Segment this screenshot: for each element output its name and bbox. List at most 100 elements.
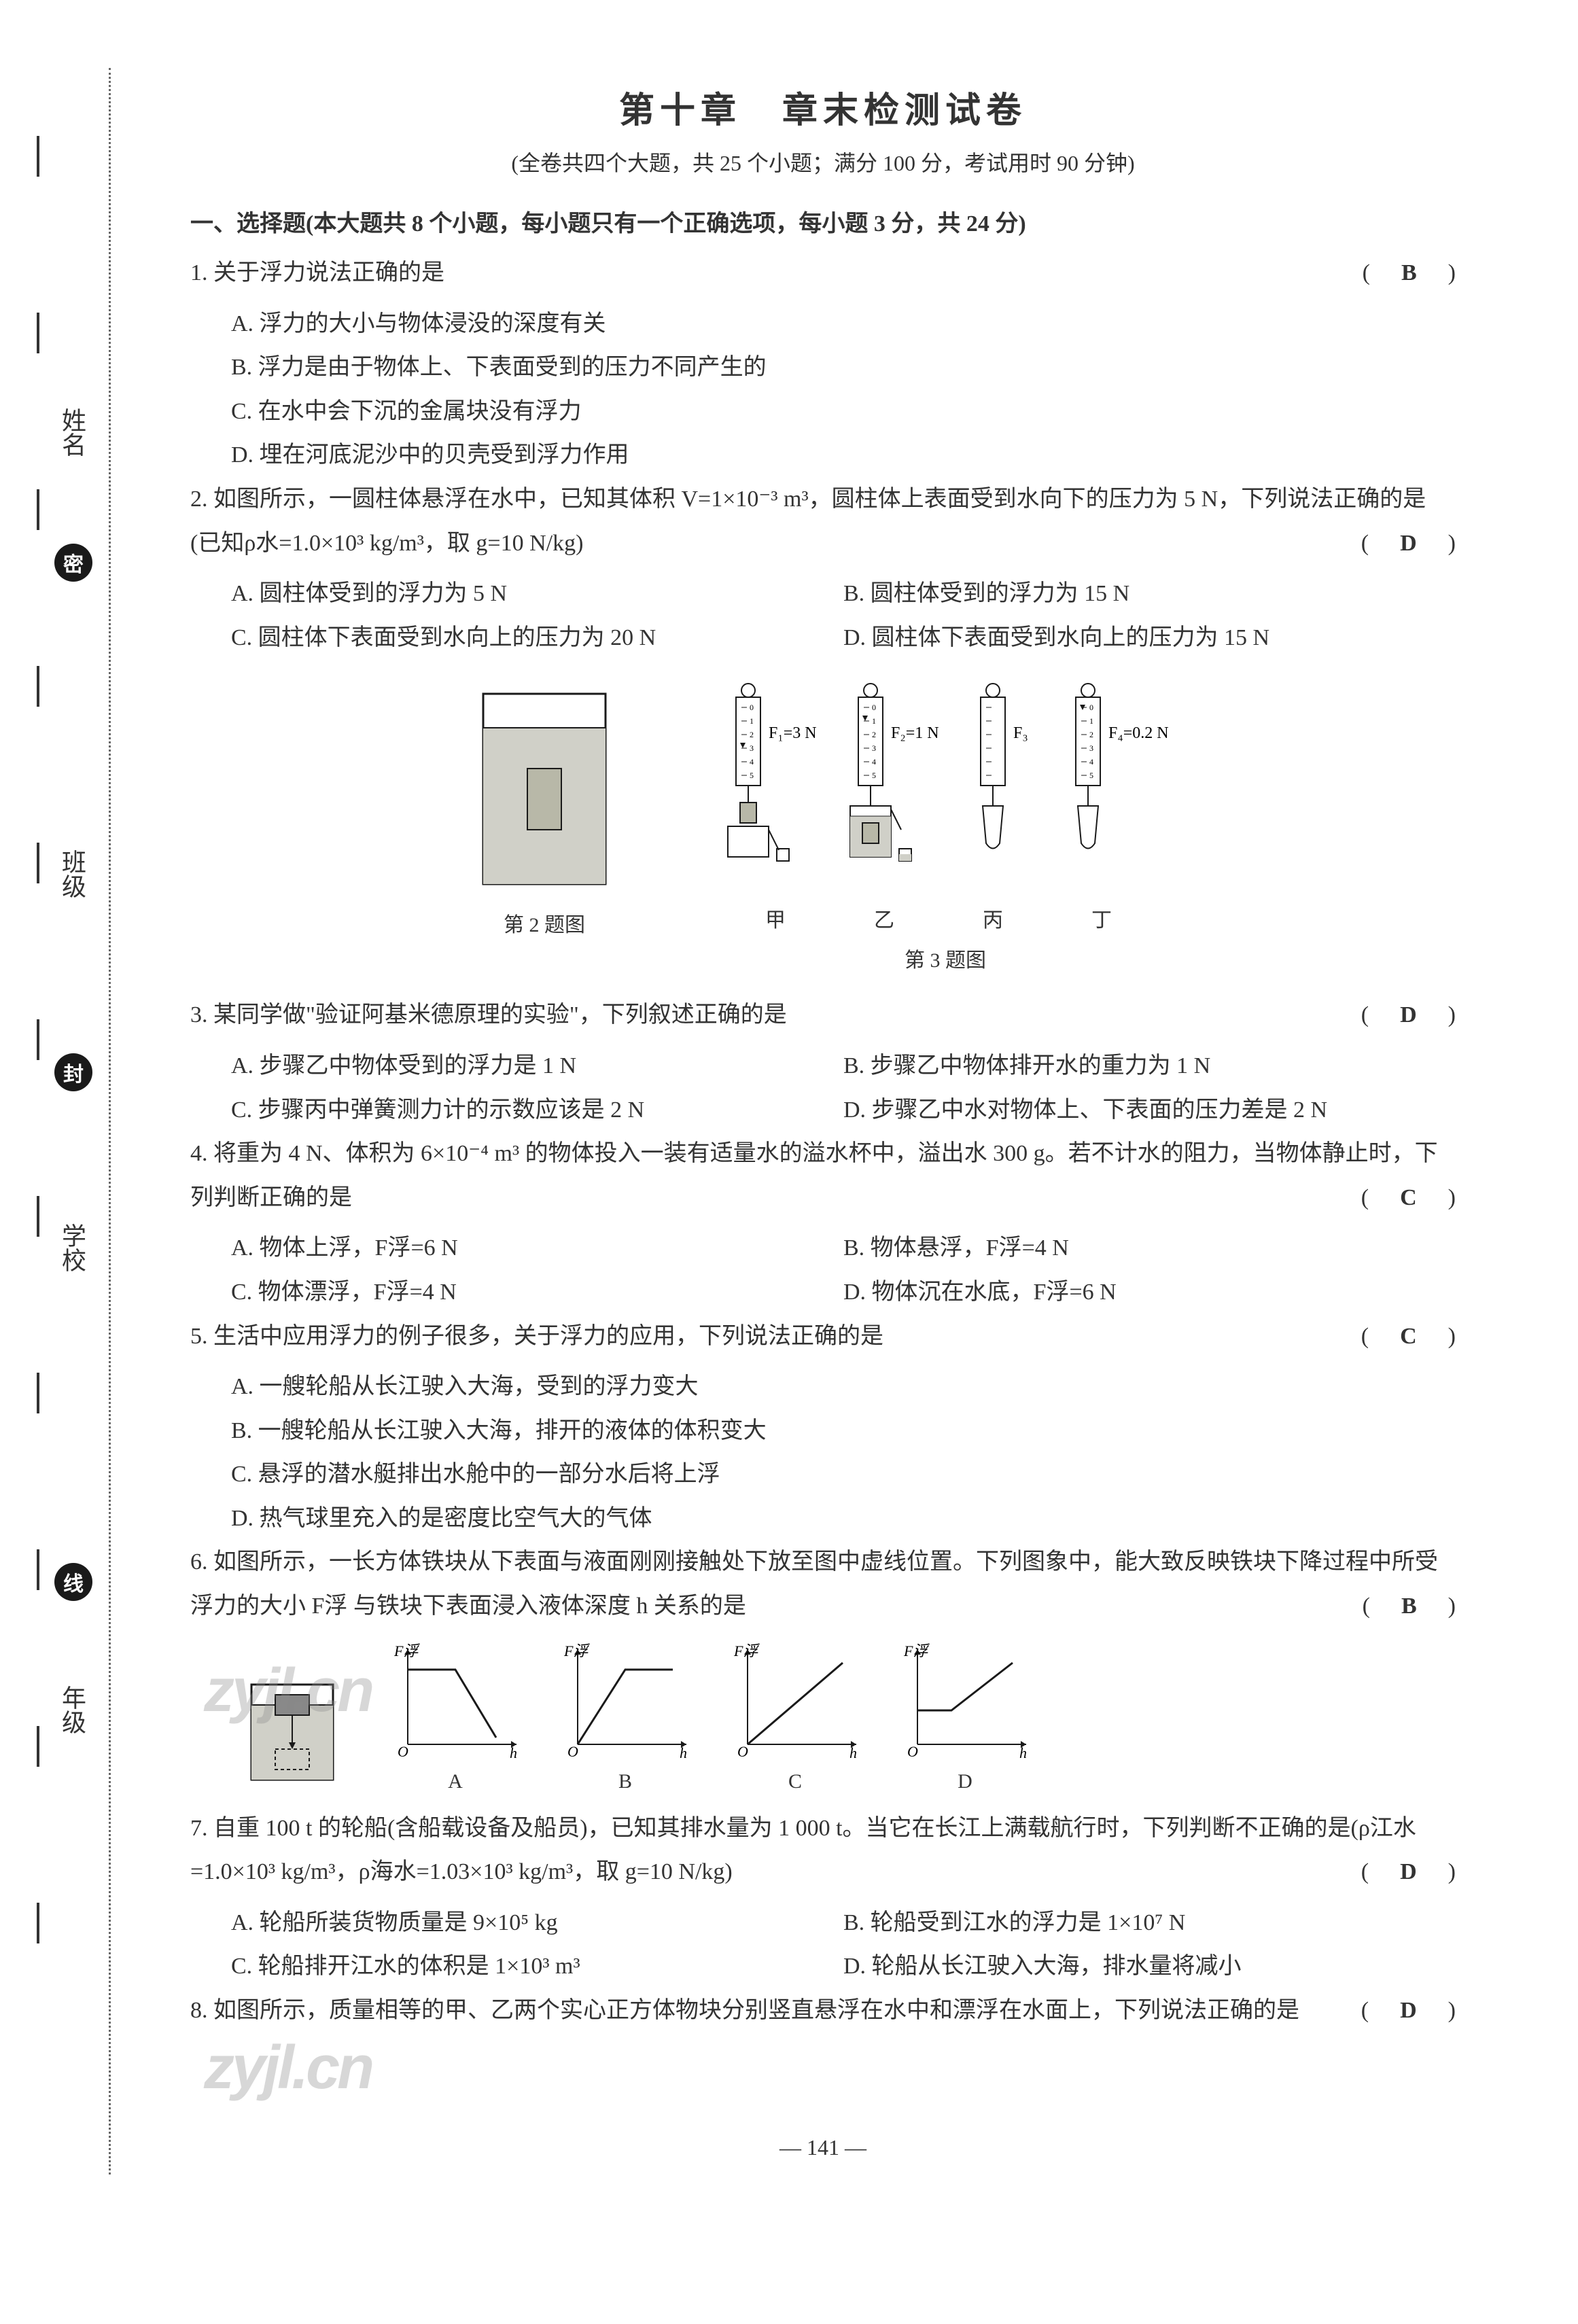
- q6-answer: ( B ): [1363, 1585, 1456, 1629]
- svg-text:h: h: [510, 1744, 517, 1761]
- question-2: 2. 如图所示，一圆柱体悬浮在水中，已知其体积 V=1×10⁻³ m³，圆柱体上…: [190, 478, 1456, 565]
- q7-opts-cd: C. 轮船排开江水的体积是 1×10³ m³ D. 轮船从长江驶入大海，排水量将…: [190, 1945, 1456, 1989]
- svg-text:4: 4: [750, 757, 754, 767]
- svg-text:F浮: F浮: [903, 1642, 930, 1659]
- q4-opt-b: B. 物体悬浮，F浮=4 N: [843, 1227, 1456, 1271]
- graph-c: F浮 h O C: [727, 1642, 863, 1793]
- q8-answer: ( D ): [1361, 1989, 1456, 2033]
- q2-opts-ab: A. 圆柱体受到的浮力为 5 N B. 圆柱体受到的浮力为 15 N: [190, 572, 1456, 616]
- q5-opt-d: D. 热气球里充入的是密度比空气大的气体: [190, 1497, 1456, 1541]
- q5-opt-a: A. 一艘轮船从长江驶入大海，受到的浮力变大: [190, 1365, 1456, 1409]
- graph-a: F浮 h O A: [387, 1642, 523, 1793]
- svg-text:F₄=0.2 N: F₄=0.2 N: [1108, 724, 1169, 742]
- graph-b-label: B: [557, 1770, 693, 1793]
- q3-opt-d: D. 步骤乙中水对物体上、下表面的压力差是 2 N: [843, 1089, 1456, 1133]
- q6-num: 6.: [190, 1549, 208, 1574]
- q5-answer: ( C ): [1361, 1315, 1456, 1359]
- figure-row-1: 第 2 题图 0 1 2 3 4 5: [190, 680, 1456, 973]
- q2-opts-cd: C. 圆柱体下表面受到水向上的压力为 20 N D. 圆柱体下表面受到水向上的压…: [190, 616, 1456, 661]
- question-5: 5. 生活中应用浮力的例子很多，关于浮力的应用，下列说法正确的是 ( C ): [190, 1315, 1456, 1359]
- q1-text: 关于浮力说法正确的是: [213, 260, 444, 285]
- q3-opts-ab: A. 步骤乙中物体受到的浮力是 1 N B. 步骤乙中物体排开水的重力为 1 N: [190, 1044, 1456, 1089]
- figure-2: 第 2 题图: [456, 680, 633, 973]
- watermark-2: zyjl.cn: [204, 2033, 372, 2103]
- graph-c-label: C: [727, 1770, 863, 1793]
- q4-opts-ab: A. 物体上浮，F浮=6 N B. 物体悬浮，F浮=4 N: [190, 1227, 1456, 1271]
- q6-setup: [231, 1657, 353, 1793]
- q7-opt-d: D. 轮船从长江驶入大海，排水量将减小: [843, 1945, 1456, 1989]
- q4-opt-a: A. 物体上浮，F浮=6 N: [231, 1227, 843, 1271]
- q7-opt-a: A. 轮船所装货物质量是 9×10⁵ kg: [231, 1901, 843, 1946]
- svg-text:F浮: F浮: [393, 1642, 420, 1659]
- svg-text:F浮: F浮: [733, 1642, 760, 1659]
- fig3-bing: 丙: [983, 903, 1003, 933]
- q3-text: 某同学做"验证阿基米德原理的实验"，下列叙述正确的是: [213, 1002, 787, 1027]
- graph-c-svg: F浮 h O: [727, 1642, 863, 1765]
- svg-text:2: 2: [872, 730, 876, 739]
- svg-text:O: O: [737, 1743, 748, 1760]
- q3-opt-a: A. 步骤乙中物体受到的浮力是 1 N: [231, 1044, 843, 1089]
- graph-d: F浮 h O D: [897, 1642, 1033, 1793]
- q7-opt-c: C. 轮船排开江水的体积是 1×10³ m³: [231, 1945, 843, 1989]
- q5-num: 5.: [190, 1324, 208, 1349]
- q2-num: 2.: [190, 487, 208, 512]
- question-3: 3. 某同学做"验证阿基米德原理的实验"，下列叙述正确的是 ( D ): [190, 993, 1456, 1038]
- svg-text:F₂=1 N: F₂=1 N: [891, 724, 939, 742]
- question-6: 6. 如图所示，一长方体铁块从下表面与液面刚刚接触处下放至图中虚线位置。下列图象…: [190, 1540, 1456, 1628]
- q1-opt-c: C. 在水中会下沉的金属块没有浮力: [190, 390, 1456, 434]
- fig2-caption: 第 2 题图: [456, 908, 633, 938]
- svg-text:h: h: [680, 1744, 687, 1761]
- svg-text:0: 0: [1089, 703, 1093, 712]
- q4-opt-d: D. 物体沉在水底，F浮=6 N: [843, 1271, 1456, 1315]
- graph-b-svg: F浮 h O: [557, 1642, 693, 1765]
- question-4: 4. 将重为 4 N、体积为 6×10⁻⁴ m³ 的物体投入一装有适量水的溢水杯…: [190, 1132, 1456, 1220]
- svg-text:O: O: [567, 1743, 578, 1760]
- q2-opt-a: A. 圆柱体受到的浮力为 5 N: [231, 572, 843, 616]
- svg-text:5: 5: [750, 771, 754, 780]
- q1-opt-b: B. 浮力是由于物体上、下表面受到的压力不同产生的: [190, 346, 1456, 390]
- graph-a-svg: F浮 h O: [387, 1642, 523, 1765]
- q7-opt-b: B. 轮船受到江水的浮力是 1×10⁷ N: [843, 1901, 1456, 1946]
- svg-text:3: 3: [1089, 743, 1093, 753]
- q5-opt-b: B. 一艘轮船从长江驶入大海，排开的液体的体积变大: [190, 1409, 1456, 1454]
- svg-text:5: 5: [1089, 771, 1093, 780]
- page-subtitle: (全卷共四个大题，共 25 个小题；满分 100 分，考试用时 90 分钟): [190, 146, 1456, 177]
- q1-num: 1.: [190, 260, 208, 285]
- page-number: — 141 —: [190, 2135, 1456, 2160]
- q7-text: 自重 100 t 的轮船(含船载设备及船员)，已知其排水量为 1 000 t。当…: [190, 1816, 1416, 1885]
- page-content: 第十章 章末检测试卷 (全卷共四个大题，共 25 个小题；满分 100 分，考试…: [0, 0, 1578, 2201]
- fig3-svg: 0 1 2 3 4 5 F₁=3 N: [701, 680, 1190, 898]
- svg-text:O: O: [398, 1743, 408, 1760]
- q2-text: 如图所示，一圆柱体悬浮在水中，已知其体积 V=1×10⁻³ m³，圆柱体上表面受…: [190, 487, 1426, 556]
- svg-text:1: 1: [872, 716, 876, 726]
- graph-a-label: A: [387, 1770, 523, 1793]
- q4-num: 4.: [190, 1141, 208, 1166]
- fig2-svg: [456, 680, 633, 898]
- svg-text:F浮: F浮: [563, 1642, 590, 1659]
- svg-text:2: 2: [750, 730, 754, 739]
- q4-answer: ( C ): [1361, 1176, 1456, 1220]
- svg-text:h: h: [1019, 1744, 1027, 1761]
- q7-num: 7.: [190, 1816, 208, 1841]
- q1-answer: ( B ): [1363, 251, 1456, 296]
- svg-text:3: 3: [872, 743, 876, 753]
- fig3-sub-labels: 甲 乙 丙 丁: [687, 898, 1190, 933]
- svg-text:5: 5: [872, 771, 876, 780]
- q7-answer: ( D ): [1361, 1850, 1456, 1895]
- svg-text:0: 0: [750, 703, 754, 712]
- svg-text:O: O: [907, 1743, 918, 1760]
- svg-text:4: 4: [1089, 757, 1093, 767]
- question-1: 1. 关于浮力说法正确的是 ( B ): [190, 251, 1456, 296]
- bottom-area: zyjl.cn: [190, 2040, 1456, 2108]
- fig3-caption: 第 3 题图: [701, 943, 1190, 973]
- fig3-yi: 乙: [874, 903, 894, 933]
- question-8: 8. 如图所示，质量相等的甲、乙两个实心正方体物块分别竖直悬浮在水中和漂浮在水面…: [190, 1989, 1456, 2033]
- q8-num: 8.: [190, 1998, 208, 2023]
- svg-text:2: 2: [1089, 730, 1093, 739]
- q6-setup-svg: [231, 1657, 353, 1793]
- svg-text:F₃: F₃: [1013, 724, 1028, 742]
- q4-text: 将重为 4 N、体积为 6×10⁻⁴ m³ 的物体投入一装有适量水的溢水杯中，溢…: [190, 1141, 1438, 1210]
- graph-d-label: D: [897, 1770, 1033, 1793]
- q6-graphs: zyjl.cn F浮 h O A: [231, 1642, 1456, 1793]
- svg-text:h: h: [849, 1744, 857, 1761]
